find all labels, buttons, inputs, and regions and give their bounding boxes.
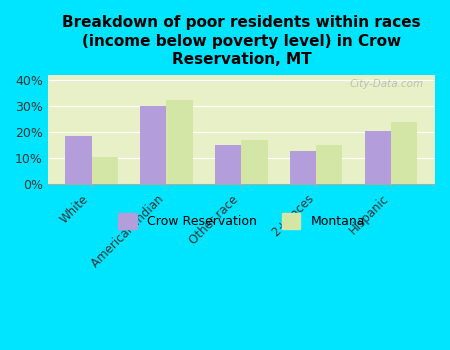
Bar (365, 131, 391, 184)
Title: Breakdown of poor residents within races
(income below poverty level) in Crow
Re: Breakdown of poor residents within races… (62, 15, 421, 67)
Bar (65, 136, 91, 184)
Bar (241, 140, 268, 184)
Bar (391, 122, 418, 184)
Bar (316, 145, 342, 184)
Bar (290, 152, 316, 184)
Text: City-Data.com: City-Data.com (349, 78, 423, 89)
Bar (91, 156, 118, 184)
Bar (215, 145, 241, 184)
Bar (166, 100, 193, 184)
Legend: Crow Reservation, Montana: Crow Reservation, Montana (113, 209, 370, 234)
Bar (140, 106, 166, 184)
